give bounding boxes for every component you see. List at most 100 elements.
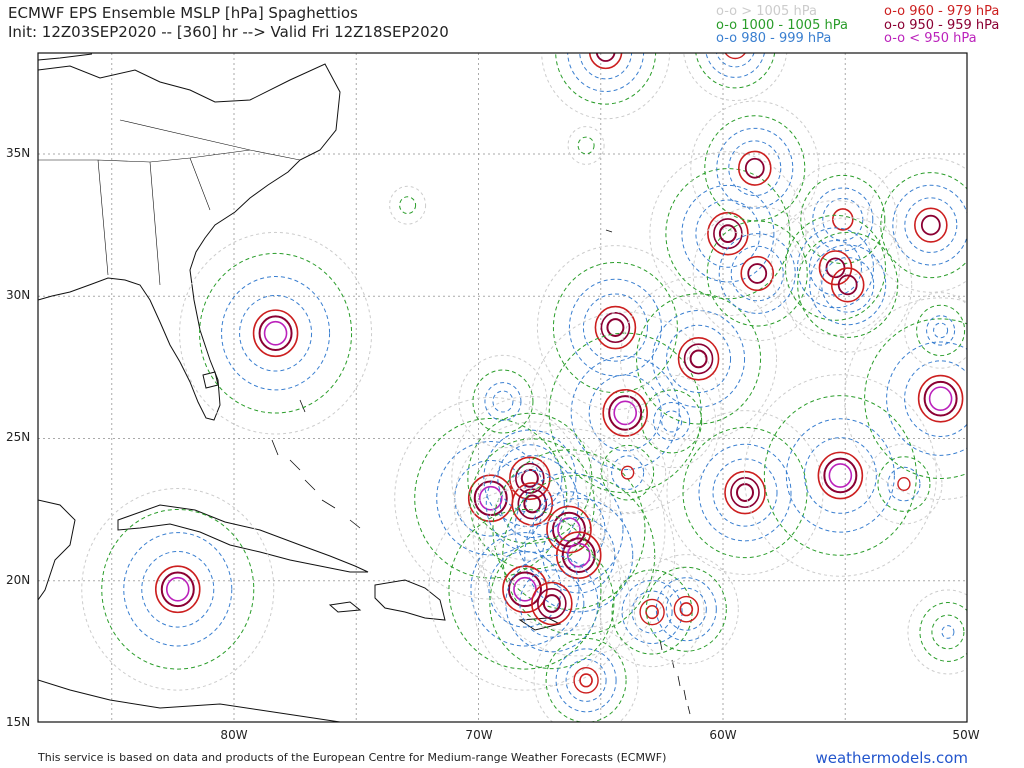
storm-center-group: [683, 53, 788, 101]
isobar-contour: [541, 53, 671, 120]
isobar-contour: [482, 453, 676, 657]
isobar-contour: [892, 184, 967, 266]
isobar-contour: [683, 343, 714, 375]
isobar-contour: [606, 318, 625, 337]
isobar-contour: [681, 184, 775, 283]
isobar-contour: [542, 594, 561, 613]
storm-center-group: [904, 292, 967, 369]
isobar-contour: [221, 276, 331, 391]
isobar-contour: [515, 462, 545, 494]
isobar-contour: [613, 400, 638, 426]
isobar-contour: [914, 207, 948, 243]
storm-center-group: [567, 126, 605, 165]
isobar-contour: [258, 315, 293, 352]
isobar-contour: [548, 332, 702, 494]
isobar-contour: [428, 487, 622, 691]
storm-center-group: [473, 521, 631, 686]
isobar-contour: [621, 580, 683, 645]
florida-lake: [202, 371, 219, 389]
init-valid-line: Init: 12Z03SEP2020 -- [360] hr --> Valid…: [8, 23, 449, 41]
map-title: ECMWF EPS Ensemble MSLP [hPa] Spaghettio…: [8, 4, 358, 22]
storm-center-group: [528, 311, 722, 515]
isobar-contour: [451, 395, 609, 561]
isobar-contour: [695, 53, 776, 89]
storm-center-group: [907, 589, 967, 675]
isobar-contour: [907, 589, 967, 675]
isobar-contour: [523, 494, 542, 514]
lat-label-20n: 20N: [6, 573, 31, 587]
isobar-contour: [817, 451, 864, 500]
storm-contours: [81, 53, 967, 722]
isobar-contour: [785, 418, 895, 533]
storm-center-group: [865, 443, 943, 525]
storm-center-group: [743, 374, 937, 577]
isobar-contour: [822, 197, 864, 241]
isobar-contour: [715, 53, 755, 68]
isobar-contour: [567, 126, 605, 165]
isobar-contour: [673, 595, 700, 623]
yucatan: [38, 499, 76, 601]
isobar-contour: [736, 483, 755, 502]
us-east-coast: [38, 53, 341, 421]
isobar-contour: [489, 537, 615, 670]
isobar-contour: [588, 53, 623, 70]
isobar-contour: [536, 245, 694, 410]
isobar-contour: [928, 386, 953, 412]
lon-label-70w: 70W: [465, 728, 493, 742]
isobar-contour: [784, 214, 886, 321]
isobar-contour: [588, 374, 662, 452]
legend-950-959: o-o 950 - 959 hPa: [884, 18, 1000, 33]
isobar-contour: [887, 466, 921, 502]
isobar-contour: [520, 468, 539, 488]
isobar-contour: [770, 200, 900, 336]
isobar-contour: [837, 274, 858, 296]
isobar-contour: [636, 293, 762, 425]
isobar-contour: [568, 278, 662, 377]
graticule: [38, 53, 967, 722]
isobar-contour: [579, 673, 593, 688]
isobar-contour: [737, 150, 772, 186]
isobar-contour: [665, 587, 707, 631]
isobar-contour: [484, 382, 522, 421]
legend-gt-1005: o-o > 1005 hPa: [716, 4, 817, 19]
isobar-contour: [653, 402, 691, 441]
isobar-contour: [199, 252, 353, 414]
lesser-antilles: [605, 229, 691, 715]
isobar-contour: [744, 157, 765, 179]
isobar-contour: [469, 438, 595, 570]
isobar-contour: [165, 576, 190, 602]
isobar-contour: [655, 577, 717, 642]
isobar-contour: [724, 470, 766, 515]
isobar-contour: [507, 571, 542, 608]
isobar-contour: [546, 505, 592, 554]
map-background: [38, 53, 967, 722]
storm-center-group: [451, 395, 609, 561]
isobar-contour: [682, 426, 808, 559]
isobar-contour: [832, 208, 854, 231]
isobar-contour: [800, 174, 886, 265]
isobar-contour: [81, 487, 275, 691]
isobar-contour: [561, 537, 596, 573]
isobar-contour: [620, 465, 635, 480]
isobar-contour: [545, 637, 627, 722]
legend-lt-950: o-o < 950 hPa: [884, 31, 977, 46]
storm-center-group: [633, 554, 739, 665]
storm-center-group: [844, 297, 967, 500]
isobar-contour: [823, 457, 858, 494]
isobar-contour: [537, 588, 567, 620]
isobar-contour: [728, 140, 782, 197]
isobar-contour: [821, 257, 875, 313]
storm-center-group: [866, 157, 967, 293]
isobar-contour: [679, 602, 694, 617]
storm-center-group: [627, 374, 717, 469]
isobar-contour: [492, 390, 514, 413]
storm-center-group: [783, 217, 913, 353]
isobar-contour: [179, 231, 373, 435]
lat-label-15n: 15N: [6, 715, 31, 729]
brand-link[interactable]: weathermodels.com: [815, 749, 968, 767]
isobar-contour: [689, 349, 708, 369]
isobar-contour: [627, 374, 717, 469]
isobar-contour: [677, 337, 720, 381]
isobar-contour: [514, 472, 624, 587]
